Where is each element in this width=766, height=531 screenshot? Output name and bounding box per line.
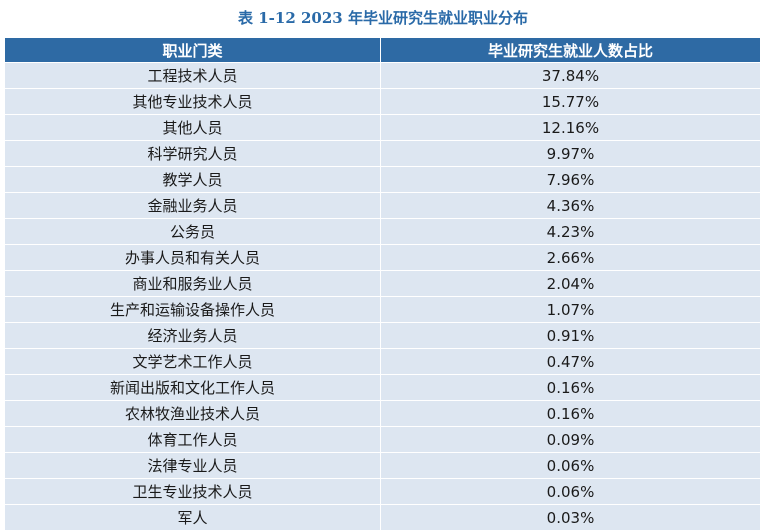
occupation-cell: 体育工作人员 (5, 427, 381, 452)
table-row: 其他专业技术人员 15.77% (5, 89, 760, 115)
occupation-cell: 法律专业人员 (5, 453, 381, 478)
table-row: 经济业务人员 0.91% (5, 323, 760, 349)
share-cell: 2.66% (546, 248, 595, 267)
table-row: 公务员 4.23% (5, 219, 760, 245)
occupation-cell: 军人 (5, 505, 381, 530)
table-row: 科学研究人员 9.97% (5, 141, 760, 167)
share-cell: 0.16% (546, 404, 595, 423)
occupation-cell: 卫生专业技术人员 (5, 479, 381, 504)
share-cell: 0.06% (546, 456, 595, 475)
occupation-cell: 公务员 (5, 219, 381, 244)
share-cell: 0.09% (546, 430, 595, 449)
occupation-cell: 科学研究人员 (5, 141, 381, 166)
occupation-cell: 新闻出版和文化工作人员 (5, 375, 381, 400)
table-row: 教学人员 7.96% (5, 167, 760, 193)
table-row: 生产和运输设备操作人员 1.07% (5, 297, 760, 323)
occupation-cell: 商业和服务业人员 (5, 271, 381, 296)
table-row: 卫生专业技术人员 0.06% (5, 479, 760, 505)
occupation-cell: 教学人员 (5, 167, 381, 192)
table-body: 工程技术人员 37.84% 其他专业技术人员 15.77% 其他人员 12.16% 科学研究… (5, 63, 760, 531)
header-share: 毕业研究生就业人数占比 (487, 41, 653, 60)
share-cell: 0.47% (546, 352, 595, 371)
share-cell: 4.23% (546, 222, 595, 241)
share-cell: 15.77% (541, 92, 600, 111)
table-row: 办事人员和有关人员 2.66% (5, 245, 760, 271)
share-cell: 0.06% (546, 482, 595, 501)
table-row: 农林牧渔业技术人员 0.16% (5, 401, 760, 427)
occupation-cell: 金融业务人员 (5, 193, 381, 218)
occupation-cell: 农林牧渔业技术人员 (5, 401, 381, 426)
share-cell: 12.16% (541, 118, 600, 137)
occupation-cell: 其他人员 (5, 115, 381, 140)
occupation-cell: 其他专业技术人员 (5, 89, 381, 114)
occupation-cell: 文学艺术工作人员 (5, 349, 381, 374)
share-cell: 0.16% (546, 378, 595, 397)
share-cell: 0.91% (546, 326, 595, 345)
table-row: 法律专业人员 0.06% (5, 453, 760, 479)
table-row: 文学艺术工作人员 0.47% (5, 349, 760, 375)
share-cell: 2.04% (546, 274, 595, 293)
table-row: 军人 0.03% (5, 505, 760, 531)
share-cell: 1.07% (546, 300, 595, 319)
table-row: 其他人员 12.16% (5, 115, 760, 141)
occupation-cell: 经济业务人员 (5, 323, 381, 348)
occupation-table: 职业门类 毕业研究生就业人数占比 工程技术人员 37.84% 其他专业技术人员 15.… (5, 38, 760, 531)
table-row: 工程技术人员 37.84% (5, 63, 760, 89)
share-cell: 0.03% (546, 508, 595, 527)
table-row: 金融业务人员 4.36% (5, 193, 760, 219)
table-row: 体育工作人员 0.09% (5, 427, 760, 453)
table-caption: 表 1-12 2023 年毕业研究生就业职业分布 (238, 9, 528, 27)
table-row: 商业和服务业人员 2.04% (5, 271, 760, 297)
table-header-row: 职业门类 毕业研究生就业人数占比 (5, 38, 760, 63)
occupation-cell: 生产和运输设备操作人员 (5, 297, 381, 322)
share-cell: 4.36% (546, 196, 595, 215)
share-cell: 9.97% (546, 144, 595, 163)
table-row: 新闻出版和文化工作人员 0.16% (5, 375, 760, 401)
share-cell: 37.84% (541, 66, 600, 85)
occupation-cell: 工程技术人员 (5, 63, 381, 88)
share-cell: 7.96% (546, 170, 595, 189)
occupation-cell: 办事人员和有关人员 (5, 245, 381, 270)
header-occupation: 职业门类 (5, 38, 381, 62)
